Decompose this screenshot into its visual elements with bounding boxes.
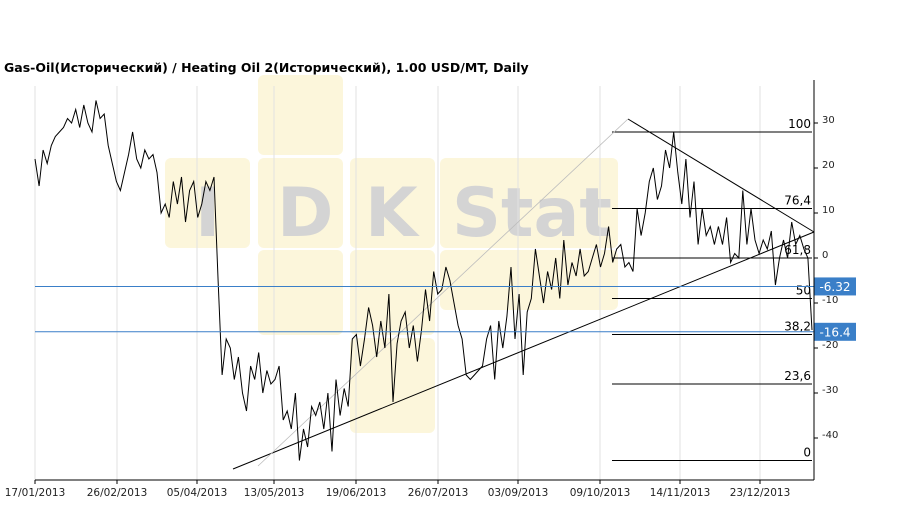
watermark-tile xyxy=(350,158,435,248)
y-tick-label: -20 xyxy=(822,340,838,351)
x-tick-label: 05/04/2013 xyxy=(167,487,228,499)
resistance-trendline xyxy=(627,118,815,233)
trendlines xyxy=(232,118,815,470)
level-badge xyxy=(814,322,856,341)
watermark-text: Stat xyxy=(452,174,612,253)
x-tick-label: 26/07/2013 xyxy=(408,487,469,499)
watermark-tile xyxy=(165,158,250,248)
fib-level-label: 76,4 xyxy=(784,194,811,208)
fib-level-label: 38,2 xyxy=(784,320,811,334)
level-badge-label: -16.4 xyxy=(819,325,850,339)
horizontal-levels: -6.32 -16.4 xyxy=(35,277,856,341)
y-tick-label: -10 xyxy=(822,295,838,306)
fib-level-label: 50 xyxy=(796,284,811,298)
chart-title: Gas-Oil(Исторический) / Heating Oil 2(Ис… xyxy=(4,60,529,75)
watermark-tile xyxy=(258,250,343,335)
grid xyxy=(34,86,761,480)
watermark-tile xyxy=(258,158,343,248)
fibonacci-levels: 100 76,4 61,8 50 38,2 23,6 0 xyxy=(612,117,812,461)
fib-level-label: 61,8 xyxy=(784,243,811,257)
y-tick-label: 0 xyxy=(822,250,828,261)
fib-level-label: 23,6 xyxy=(784,369,811,383)
watermark-text: D xyxy=(277,174,333,253)
x-tick-label: 19/06/2013 xyxy=(326,487,387,499)
y-tick-label: -40 xyxy=(822,430,838,441)
watermark: I D K Stat xyxy=(165,75,618,433)
watermark-tile xyxy=(440,158,618,248)
watermark-tile xyxy=(440,250,618,310)
y-tick-label: 10 xyxy=(822,205,835,216)
x-tick-label: 26/02/2013 xyxy=(87,487,148,499)
y-tick-label: 20 xyxy=(822,160,835,171)
fib-anchor-line xyxy=(257,118,629,467)
watermark-text: K xyxy=(365,174,420,253)
fib-level-label: 0 xyxy=(803,446,811,460)
y-tick-label: 30 xyxy=(822,115,835,126)
series-line xyxy=(34,100,813,461)
level-badge-label: -6.32 xyxy=(819,280,850,294)
x-tick-label: 14/11/2013 xyxy=(650,487,711,499)
x-tick-label: 03/09/2013 xyxy=(488,487,549,499)
fib-level-label: 100 xyxy=(788,117,811,131)
x-tick-label: 13/05/2013 xyxy=(244,487,305,499)
x-tick-label: 09/10/2013 xyxy=(570,487,631,499)
x-tick-label: 23/12/2013 xyxy=(730,487,791,499)
x-tick-label: 17/01/2013 xyxy=(5,487,66,499)
series xyxy=(34,100,813,461)
support-trendline xyxy=(232,231,815,470)
watermark-tile xyxy=(350,250,435,335)
y-tick-label: -30 xyxy=(822,385,838,396)
watermark-tile xyxy=(258,75,343,155)
level-badge xyxy=(814,277,856,296)
